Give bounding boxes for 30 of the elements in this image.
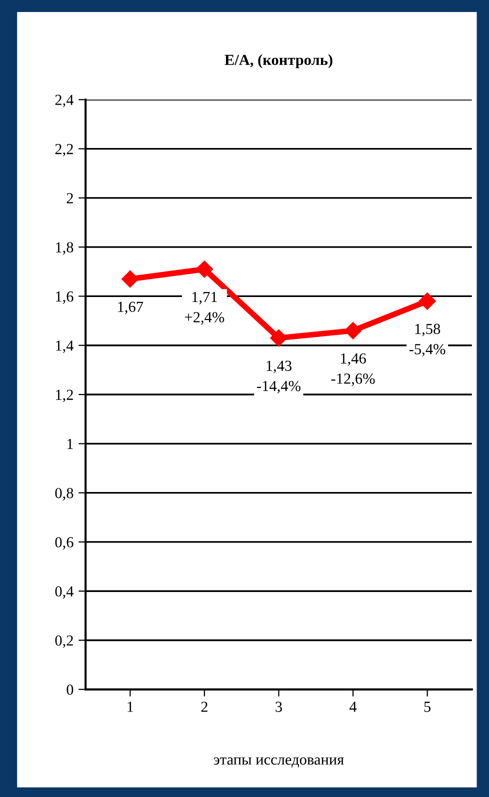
point <box>122 270 139 288</box>
y-tick-label: 0,6 <box>55 537 74 550</box>
point <box>344 322 362 340</box>
data-label: 1,71 +2,4% <box>184 292 224 325</box>
y-tick-label: 1,4 <box>56 340 74 354</box>
x-tick-label: 4 <box>350 702 357 712</box>
y-tick-label: 0 <box>66 684 74 695</box>
y-tick-label: 1 <box>67 438 73 449</box>
y-tick-label: 0,8 <box>55 488 74 500</box>
y-tick-label: 1,2 <box>56 390 73 402</box>
x-tick-label: 1 <box>128 702 134 712</box>
x-tick-label: 5 <box>424 702 431 712</box>
chart-title: E/A, (контроль) <box>224 54 332 68</box>
data-label: 1,46 -12,6% <box>331 353 375 386</box>
x-axis-title: этапы исследования <box>214 757 344 768</box>
x-tick-label: 3 <box>276 702 282 712</box>
point <box>270 329 288 347</box>
point <box>196 260 213 278</box>
x-tick-label: 2 <box>201 702 208 712</box>
y-tick-label: 0,2 <box>55 635 73 648</box>
point <box>418 292 436 310</box>
data-label: 1,67 <box>118 302 144 314</box>
y-tick-label: 1,8 <box>56 242 74 255</box>
y-tick-label: 2 <box>66 193 73 204</box>
y-tick-label: 2,4 <box>55 94 74 108</box>
data-label: 1,43 -14,4% <box>257 360 300 394</box>
y-tick-label: 2,2 <box>55 144 73 156</box>
y-tick-label: 0,4 <box>55 586 74 599</box>
data-label: 1,58 -5,4% <box>409 324 446 357</box>
y-tick-label: 1,6 <box>56 291 74 304</box>
